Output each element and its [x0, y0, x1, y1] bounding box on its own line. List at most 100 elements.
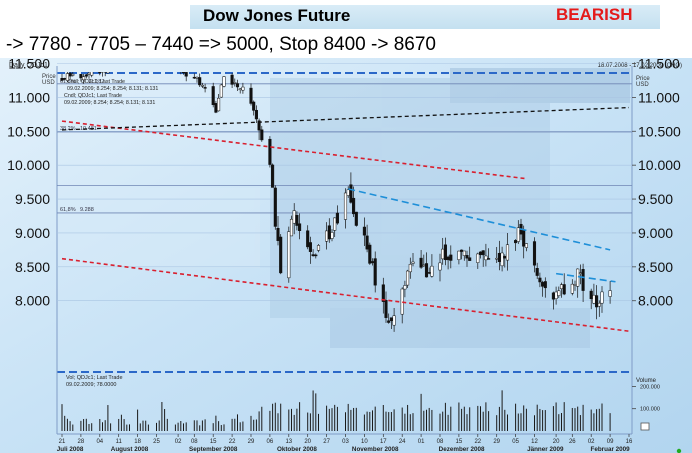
candle-body: [222, 76, 226, 87]
candle-body: [541, 282, 545, 287]
legend-line: Cndl; QDJc1; Last Trade: [64, 93, 122, 99]
fib-label: 61,8%: [60, 207, 76, 213]
candle-body: [543, 281, 547, 289]
volume-scroll-handle[interactable]: [640, 422, 650, 431]
candle-body: [365, 235, 369, 250]
date-tick: 18: [134, 439, 141, 445]
fib-value: 9.288: [80, 207, 94, 213]
candle-body: [389, 317, 393, 321]
left-axis-caption: Price USD: [42, 74, 56, 86]
candle-body: [211, 86, 215, 106]
candle-body: [597, 302, 601, 307]
candle-body: [497, 252, 501, 262]
date-tick: 25: [153, 439, 160, 445]
candle-body: [403, 285, 407, 290]
candle-body: [608, 290, 612, 297]
candle-body: [457, 250, 461, 260]
candle-body: [562, 284, 566, 295]
candle-body: [387, 320, 391, 323]
date-tick: 08: [191, 439, 198, 445]
candle-body: [554, 291, 558, 299]
candle-body: [551, 292, 555, 300]
left-price-tick: 11.500: [8, 58, 50, 72]
right-price-tick: 10.000: [638, 157, 681, 173]
date-tick: 22: [229, 439, 236, 445]
candle-body: [522, 229, 526, 247]
date-tick: 03: [342, 439, 349, 445]
date-tick: 09: [607, 439, 614, 445]
candle-body: [330, 232, 334, 239]
trendline-black-dashed: [61, 106, 630, 131]
candle-body: [460, 249, 464, 252]
volume-label: Vol; QDJc1; Last Trade: [66, 375, 123, 381]
candle-body: [465, 255, 469, 259]
date-tick: 29: [248, 439, 255, 445]
left-price-tick: 10.000: [7, 157, 50, 173]
date-range-label: 18.07.2008 - 17.02.2009 (CHO): [598, 63, 682, 69]
volume-series: [61, 390, 611, 431]
volume-caption: Volume: [636, 378, 657, 384]
trendline-red-dashed: [61, 120, 527, 180]
candle-body: [235, 83, 240, 88]
candle-body: [87, 72, 91, 75]
candle-body: [505, 244, 510, 261]
candle-body: [298, 223, 302, 231]
candle-body: [487, 258, 491, 260]
candlestick-series: [60, 72, 612, 332]
candle-body: [71, 73, 75, 76]
candle-body: [576, 268, 580, 287]
candle-body: [443, 244, 447, 261]
candle-body: [430, 265, 434, 277]
candle-body: [343, 192, 348, 220]
candle-body: [478, 251, 483, 255]
candle-body: [241, 86, 245, 91]
signal-badge: BEARISH: [556, 5, 633, 24]
left-price-tick: 10.500: [7, 123, 50, 139]
candle-body: [68, 72, 72, 77]
candle-body: [446, 256, 450, 261]
right-price-tick: 8.500: [638, 259, 673, 275]
candle-body: [311, 254, 315, 257]
candle-body: [578, 272, 582, 274]
fib-value: 11.187: [88, 79, 104, 85]
volume-tick: 200.000: [640, 384, 660, 390]
candle-body: [557, 290, 561, 296]
candle-body: [98, 72, 102, 74]
volume-tick: 100.000: [640, 407, 660, 413]
candle-body: [370, 261, 375, 264]
candle-body: [268, 138, 272, 165]
candle-body: [392, 315, 396, 326]
candle-body: [352, 197, 356, 215]
fib-label: 61,8%: [60, 79, 76, 85]
right-price-tick: 8.000: [638, 293, 673, 309]
candle-body: [406, 270, 410, 286]
date-axis: 21 28 04 11 18 25 02 08 15 22 29 06 13 20 27 03 10 17 24 01…: [57, 434, 633, 453]
candle-body: [427, 272, 431, 274]
price-chart: Daily QDJc1 18.07.2008 - 17.02.2009 (CHO…: [0, 58, 692, 453]
candle-body: [257, 120, 261, 131]
date-tick: 11: [116, 439, 123, 445]
candle-body: [514, 240, 518, 244]
left-price-tick: 9.500: [15, 191, 50, 207]
candle-body: [438, 262, 442, 271]
instrument-label: Daily QDJc1: [9, 62, 48, 69]
candle-body: [484, 255, 488, 261]
date-tick: 08: [437, 439, 444, 445]
candle-body: [184, 72, 188, 77]
candle-body: [314, 254, 318, 257]
legend-line: 09.02.2009; 8.254; 8.254; 8.131; 8.131: [64, 100, 155, 106]
date-tick: 02: [588, 439, 595, 445]
trendline-red-dashed: [61, 257, 630, 333]
candle-body: [411, 261, 415, 264]
fib-label: 38,2%: [60, 126, 76, 132]
candle-body: [198, 77, 202, 86]
candle-body: [516, 227, 520, 242]
candle-body: [524, 243, 528, 248]
candle-body: [368, 244, 372, 264]
candle-body: [346, 189, 350, 196]
left-price-tick: 8.500: [15, 259, 50, 275]
date-tick: 15: [456, 439, 463, 445]
month-label: November 2008: [352, 446, 399, 453]
month-label: Juli 2008: [57, 446, 84, 453]
chart-title: Dow Jones Future: [203, 6, 351, 25]
